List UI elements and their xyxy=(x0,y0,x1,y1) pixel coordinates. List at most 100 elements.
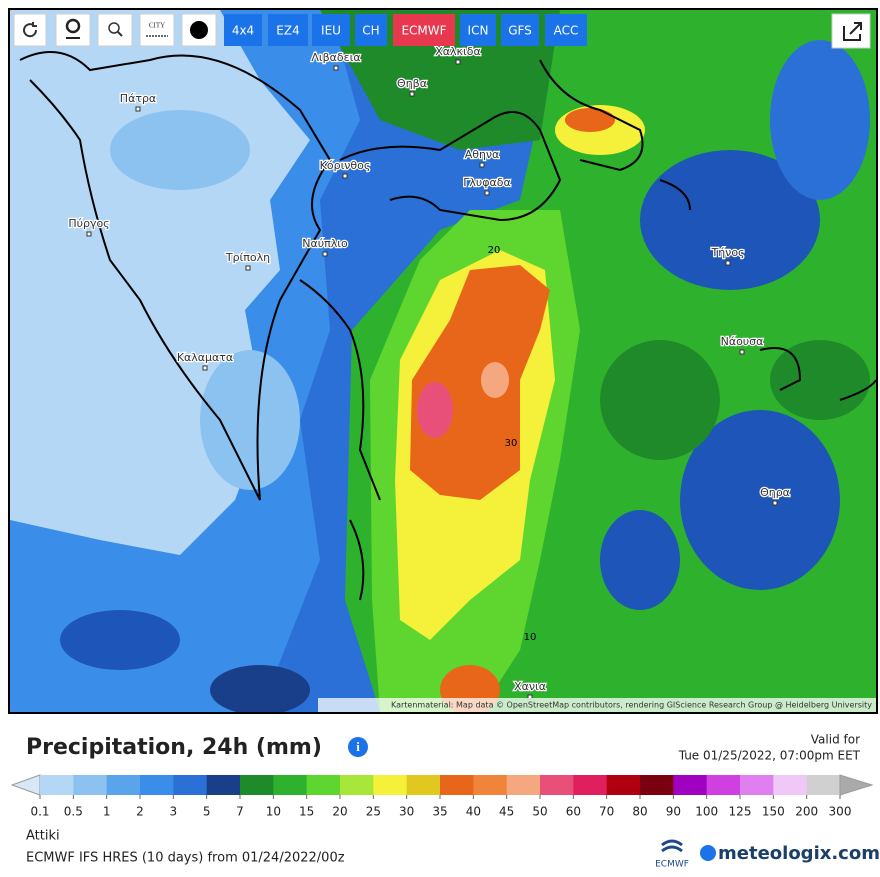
svg-text:i: i xyxy=(356,739,360,754)
scale-label: 15 xyxy=(299,805,314,819)
scale-label: 20 xyxy=(332,805,347,819)
place-label: Λιβαδεια xyxy=(311,51,360,64)
legend-title: Precipitation, 24h (mm) xyxy=(26,735,322,760)
scale-segment xyxy=(340,775,374,795)
scale-segment xyxy=(473,775,508,795)
scale-label: 40 xyxy=(466,805,481,819)
scale-segment xyxy=(273,775,308,795)
color-scale: 0.1 0.5 1 2 3 5 7 10 15 20 25 30 35 40 45 50 60 70 80 90 100… xyxy=(10,774,874,819)
place-marker xyxy=(322,251,328,257)
model-button[interactable] xyxy=(501,14,539,46)
scale-label: 0.1 xyxy=(30,805,49,819)
scale-segment xyxy=(373,775,408,795)
place-marker xyxy=(202,365,208,371)
place-label: Χανια xyxy=(514,680,546,693)
scale-label: 45 xyxy=(499,805,514,819)
model-button-label: ICN xyxy=(468,24,489,38)
scale-label: 50 xyxy=(532,805,547,819)
scale-label: 25 xyxy=(366,805,381,819)
scale-segment xyxy=(706,775,741,795)
place-label: Κόρινθος xyxy=(320,159,371,172)
map[interactable]: Λιβαδεια Χαλκιδα Θηβα Πάτρα Αθηνα Κόρινθος Γλυ… xyxy=(10,10,876,715)
place-label: Αθηνα xyxy=(465,148,500,161)
place-marker xyxy=(245,265,251,271)
scale-segment xyxy=(73,775,108,795)
model-button[interactable] xyxy=(545,14,587,46)
city-button[interactable] xyxy=(139,13,175,47)
model-button-label: EZ4 xyxy=(276,24,299,38)
place-marker xyxy=(86,231,92,237)
share-button[interactable] xyxy=(831,13,871,49)
contour-label: 30 xyxy=(505,438,518,449)
model-button[interactable] xyxy=(393,14,455,46)
toolbar: CITY 4x4 EZ4 IEU CH ECMWF ICN GFS ACC xyxy=(13,13,871,49)
scale-label: 3 xyxy=(170,805,178,819)
info-icon[interactable] xyxy=(348,737,368,757)
scale-label: 200 xyxy=(795,805,818,819)
scale-label: 90 xyxy=(666,805,681,819)
scale-segment xyxy=(106,775,141,795)
model-button-label: GFS xyxy=(508,24,532,38)
scale-label: 35 xyxy=(432,805,447,819)
scale-segment xyxy=(306,775,341,795)
zoom-button[interactable] xyxy=(97,13,133,47)
scale-arrow-right xyxy=(839,774,874,796)
place-marker xyxy=(135,106,141,112)
city-icon-label: CITY xyxy=(149,22,165,30)
scale-label: 7 xyxy=(236,805,244,819)
model-button-label: 4x4 xyxy=(232,24,254,38)
scale-label: 125 xyxy=(729,805,752,819)
scale-segment xyxy=(240,775,274,795)
place-marker xyxy=(725,260,731,266)
valid-time: Tue 01/25/2022, 07:00pm EET xyxy=(678,749,861,763)
model-button[interactable] xyxy=(224,14,262,46)
scale-label: 100 xyxy=(695,805,718,819)
model-button-label: ECMWF xyxy=(401,24,446,38)
brand-logo: meteologix.com xyxy=(718,843,880,864)
place-label: Πύργος xyxy=(68,217,109,230)
place-label: Τρίπολη xyxy=(225,251,270,264)
scale-label: 1 xyxy=(103,805,111,819)
model-button-label: IEU xyxy=(321,24,341,38)
scale-label: 5 xyxy=(203,805,211,819)
place-marker xyxy=(455,59,461,65)
scale-label: 10 xyxy=(266,805,281,819)
contour-label: 10 xyxy=(524,632,537,643)
place-label: Χαλκιδα xyxy=(435,45,480,58)
scale-segment xyxy=(40,775,74,795)
model-info: ECMWF IFS HRES (10 days) from 01/24/2022… xyxy=(26,851,345,866)
model-button[interactable] xyxy=(268,14,308,46)
scale-label: 300 xyxy=(829,805,852,819)
place-marker xyxy=(484,190,490,196)
place-label: Ναύπλιο xyxy=(302,237,348,250)
scale-arrow-left xyxy=(10,774,41,796)
region: Attiki xyxy=(26,829,60,844)
model-button[interactable] xyxy=(355,14,387,46)
place-marker xyxy=(479,162,485,168)
place-label: Τήνος xyxy=(710,246,744,259)
scale-segment xyxy=(606,775,641,795)
scale-segment xyxy=(140,775,174,795)
scale-label: 70 xyxy=(599,805,614,819)
scale-segment xyxy=(640,775,674,795)
scale-segment xyxy=(540,775,574,795)
scale-segment xyxy=(806,775,841,795)
place-label: Γλυφαδα xyxy=(463,176,511,189)
coastline xyxy=(19,51,876,601)
scale-label: 0.5 xyxy=(64,805,83,819)
model-button[interactable] xyxy=(460,14,496,46)
scale-segment xyxy=(773,775,808,795)
attribution: Kartenmaterial: Map data © OpenStreetMap… xyxy=(391,701,872,710)
place-label: Θηρα xyxy=(760,486,790,499)
contour-label: 20 xyxy=(488,245,501,256)
scale-label: 80 xyxy=(632,805,647,819)
scale-segment xyxy=(506,775,541,795)
scale-label: 150 xyxy=(762,805,785,819)
scale-segment xyxy=(740,775,774,795)
model-button[interactable] xyxy=(312,14,350,46)
valid-label: Valid for xyxy=(811,733,860,747)
place-label: Νάουσα xyxy=(721,335,764,348)
reload-button[interactable] xyxy=(13,13,47,47)
